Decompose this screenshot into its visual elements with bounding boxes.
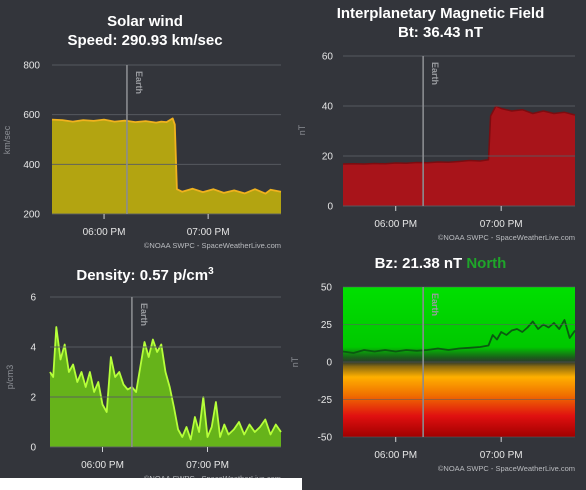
bz-y-tick-label: -25 <box>318 395 333 406</box>
bz-earth-marker-label: Earth <box>430 293 440 316</box>
solar_wind-credit: ©NOAA SWPC - SpaceWeatherLive.com <box>144 241 281 250</box>
density-y-tick-label: 0 <box>30 443 36 454</box>
density-title: Density: 0.57 p/cm3 <box>0 262 290 285</box>
density-y-tick-label: 2 <box>30 393 36 404</box>
bz-y-tick-label: 0 <box>326 358 332 369</box>
solar_wind-x-tick-label: 07:00 PM <box>187 227 230 238</box>
bz-title: Bz: 21.38 nT North <box>295 254 586 273</box>
density-y-tick-label: 6 <box>30 293 36 304</box>
solar_wind-y-tick-label: 200 <box>23 210 40 221</box>
bz-chart: -50 -25 0 25 50 06:00 PM 07:00 PM Earth nT ©NOAA … <box>290 283 576 473</box>
bz-y-tick-label: -50 <box>318 433 333 444</box>
bz-value: Bz: 21.38 nT <box>374 255 463 272</box>
density-unit-superscript: 3 <box>208 266 214 277</box>
solar_wind-y-tick-label: 600 <box>23 110 40 121</box>
density-y-axis-label: p/cm3 <box>5 365 15 390</box>
bz-x-tick-label: 07:00 PM <box>480 450 523 461</box>
density-x-tick-label: 06:00 PM <box>81 460 124 471</box>
bz-credit: ©NOAA SWPC - SpaceWeatherLive.com <box>438 464 575 473</box>
solar-wind-title: Solar wind Speed: 290.93 km/sec <box>0 12 290 50</box>
imf-earth-marker-label: Earth <box>430 62 440 85</box>
imf-y-tick-label: 60 <box>322 52 334 63</box>
bz-direction-status: North <box>466 255 507 272</box>
bz-x-tick-label: 06:00 PM <box>374 450 417 461</box>
solar_wind-earth-marker-label: Earth <box>134 71 144 94</box>
bz-series-line <box>342 319 576 354</box>
solar_wind-x-tick-label: 06:00 PM <box>83 227 126 238</box>
page-margin <box>0 478 302 490</box>
solar_wind-y-tick-label: 800 <box>23 61 40 72</box>
density-value: Density: 0.57 p/cm <box>76 267 209 284</box>
bz-y-tick-label: 25 <box>321 320 333 331</box>
density-panel: Density: 0.57 p/cm3 0 2 4 6 06:00 PM 07:00 PM… <box>0 255 290 490</box>
density-area <box>50 327 281 447</box>
bz-y-tick-label: 50 <box>321 283 333 294</box>
solar-wind-chart: 200 400 600 800 06:00 PM 07:00 PM Earth km/sec ©… <box>2 61 282 250</box>
density-series-line <box>49 326 282 441</box>
solar_wind-series-line <box>51 117 282 195</box>
solar-wind-title-line1: Solar wind <box>107 13 183 30</box>
imf-x-tick-label: 06:00 PM <box>374 219 417 230</box>
imf-area <box>343 106 575 206</box>
density-earth-marker-label: Earth <box>139 303 149 326</box>
solar-wind-panel: Solar wind Speed: 290.93 km/sec 200 400 60… <box>0 0 290 260</box>
imf-credit: ©NOAA SWPC - SpaceWeatherLive.com <box>438 233 575 242</box>
imf-y-axis-label: nT <box>297 124 307 135</box>
solar_wind-area <box>52 118 281 214</box>
imf-bt: Bt: 36.43 nT <box>397 24 484 41</box>
density-x-tick-label: 07:00 PM <box>186 460 229 471</box>
imf-chart: 0 20 40 60 06:00 PM 07:00 PM Earth nT ©NOAA SWPC… <box>297 52 576 242</box>
imf-panel: Interplanetary Magnetic Field Bt: 36.43 … <box>295 0 586 250</box>
solar_wind-y-axis-label: km/sec <box>2 125 12 154</box>
solar_wind-y-tick-label: 400 <box>23 160 40 171</box>
bz-y-axis-label: nT <box>290 356 300 367</box>
imf-y-tick-label: 20 <box>322 152 334 163</box>
imf-title-line1: Interplanetary Magnetic Field <box>336 5 545 22</box>
solar-wind-speed: Speed: 290.93 km/sec <box>67 32 223 49</box>
bz-panel: Bz: 21.38 nT North -50 -25 0 25 50 06:00 PM 07… <box>290 250 586 490</box>
imf-series-line <box>342 105 576 165</box>
imf-title: Interplanetary Magnetic Field Bt: 36.43 … <box>295 4 586 42</box>
imf-y-tick-label: 40 <box>322 102 334 113</box>
imf-y-tick-label: 0 <box>327 202 333 213</box>
imf-x-tick-label: 07:00 PM <box>480 219 523 230</box>
density-y-tick-label: 4 <box>30 343 36 354</box>
